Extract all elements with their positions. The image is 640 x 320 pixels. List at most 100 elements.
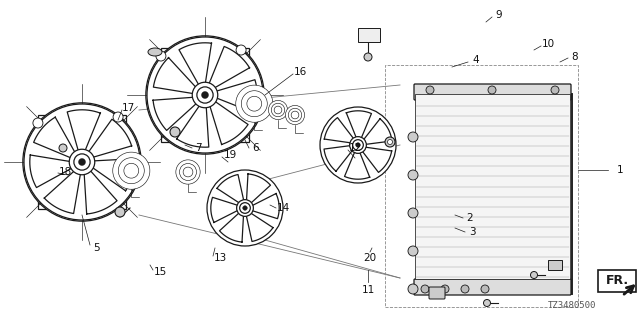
Circle shape [349,137,366,153]
Circle shape [408,132,418,142]
Polygon shape [246,174,271,203]
Polygon shape [44,171,81,213]
Polygon shape [252,194,279,219]
Text: 14: 14 [276,203,290,213]
Circle shape [385,137,395,147]
Circle shape [241,91,268,117]
Circle shape [170,127,180,137]
Bar [548,260,562,270]
Polygon shape [220,213,243,242]
Circle shape [551,86,559,94]
Circle shape [285,105,305,124]
Circle shape [237,200,253,216]
Circle shape [531,271,538,278]
Text: 4: 4 [473,55,479,65]
Polygon shape [177,105,209,147]
Text: 11: 11 [362,285,374,295]
Text: 17: 17 [122,103,134,113]
Polygon shape [84,170,117,214]
Text: 3: 3 [468,227,476,237]
Circle shape [24,104,140,220]
Circle shape [69,149,95,175]
Bar [598,270,636,292]
Bar [161,48,249,142]
Circle shape [421,285,429,293]
Circle shape [408,208,418,218]
Text: 12: 12 [348,143,362,153]
Polygon shape [324,146,353,171]
Polygon shape [324,118,354,143]
Circle shape [146,36,264,154]
Circle shape [115,207,125,217]
Circle shape [441,285,449,293]
Bar [385,65,578,307]
Text: 5: 5 [93,243,99,253]
FancyBboxPatch shape [414,84,571,100]
Polygon shape [344,152,370,179]
Text: 20: 20 [364,253,376,263]
Circle shape [408,170,418,180]
Polygon shape [34,117,75,158]
Circle shape [461,285,469,293]
Polygon shape [209,46,250,88]
Circle shape [240,203,250,213]
Circle shape [320,107,396,183]
Circle shape [247,96,262,111]
Text: 15: 15 [154,267,166,277]
Bar [415,94,570,279]
Circle shape [179,164,196,180]
Polygon shape [211,197,238,222]
Polygon shape [216,80,257,113]
Circle shape [274,106,282,114]
Bar [38,115,126,209]
Circle shape [183,167,193,177]
Text: 10: 10 [541,39,555,49]
Text: 9: 9 [496,10,502,20]
Circle shape [243,206,247,210]
Circle shape [236,45,246,55]
Circle shape [192,82,218,108]
Text: 13: 13 [213,253,227,263]
Text: 6: 6 [253,143,259,153]
Circle shape [353,140,364,150]
Text: 16: 16 [293,67,307,77]
Circle shape [147,37,263,153]
Polygon shape [362,147,392,172]
Circle shape [74,154,90,170]
Circle shape [59,144,67,152]
Circle shape [488,86,496,94]
Polygon shape [30,155,72,188]
Text: TZ3480500: TZ3480500 [548,301,596,310]
Polygon shape [346,111,371,138]
FancyBboxPatch shape [414,279,571,295]
Circle shape [483,300,490,307]
Circle shape [288,108,301,122]
Circle shape [356,143,360,147]
Text: 1: 1 [617,165,623,175]
Polygon shape [92,159,134,191]
Text: 7: 7 [195,143,202,153]
Circle shape [33,118,43,128]
Circle shape [408,246,418,256]
Circle shape [291,111,299,119]
Polygon shape [210,101,248,145]
Circle shape [481,285,489,293]
Circle shape [118,158,144,184]
Text: 18: 18 [58,167,72,177]
Circle shape [271,103,285,117]
Circle shape [236,85,273,122]
Text: 8: 8 [572,52,579,62]
Bar [358,28,380,42]
Circle shape [23,103,141,221]
Circle shape [197,87,213,103]
Circle shape [268,100,287,120]
Circle shape [124,163,139,178]
Circle shape [387,140,392,145]
Polygon shape [88,119,132,157]
Polygon shape [67,110,100,151]
Circle shape [202,92,209,99]
Circle shape [156,51,166,61]
Text: 19: 19 [223,150,237,160]
Polygon shape [364,119,392,144]
Polygon shape [246,213,273,242]
